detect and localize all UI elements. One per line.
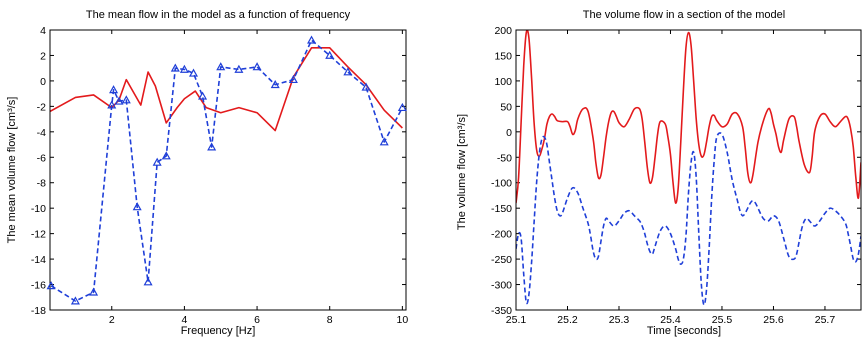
y-tick-label: 0 (506, 127, 512, 139)
data-point-marker (216, 62, 226, 71)
data-point-marker (179, 64, 189, 73)
y-tick-label: 0 (40, 76, 46, 88)
data-point-marker (270, 79, 280, 89)
data-point-marker (121, 95, 131, 104)
x-tick-label: 25.5 (712, 314, 733, 326)
data-point-marker (70, 296, 80, 305)
y-tick-label: -200 (491, 229, 512, 241)
series-line-1 (516, 132, 861, 306)
data-point-marker (114, 96, 124, 105)
y-tick-label: -350 (491, 305, 512, 317)
data-point-marker (170, 63, 180, 72)
series-line-0 (50, 47, 403, 132)
data-point-marker (198, 91, 208, 100)
y-tick-label: -100 (491, 178, 512, 190)
y-tick-label: -250 (491, 254, 512, 266)
y-tick-label: -150 (491, 203, 512, 215)
data-point-marker (107, 100, 117, 109)
y-tick-label: -12 (31, 229, 46, 241)
axes-frame (515, 29, 862, 311)
x-tick-label: 25.4 (660, 314, 681, 326)
plot-area (516, 30, 861, 306)
y-tick-label: -14 (31, 254, 46, 266)
data-point-marker (397, 102, 407, 112)
x-tick-label: 10 (397, 314, 409, 326)
x-tick-label: 25.2 (557, 314, 578, 326)
y-tick-label: -4 (37, 127, 46, 139)
series-line-1 (50, 39, 404, 302)
data-point-marker (343, 67, 353, 76)
y-tick-label: -2 (37, 101, 46, 113)
y-tick-label: 50 (500, 101, 512, 113)
y-tick-label: -18 (31, 305, 46, 317)
y-tick-label: -300 (491, 280, 512, 292)
x-tick-label: 4 (181, 314, 187, 326)
y-tick-label: 2 (40, 50, 46, 62)
chart-mean-flow-vs-frequency: The mean flow in the model as a function… (6, 9, 408, 337)
y-tick-label: -16 (31, 280, 46, 292)
data-point-marker (161, 151, 171, 160)
y-axis-label: The mean volume flow [cm³/s] (6, 97, 18, 244)
chart-volume-flow-section: The volume flow in a section of the mode… (456, 9, 862, 337)
data-point-marker (89, 287, 99, 296)
data-point-marker (207, 142, 217, 151)
x-axis-label: Time [seconds] (647, 325, 721, 337)
x-tick-label: 25.1 (506, 314, 527, 326)
data-point-marker (132, 202, 142, 211)
x-tick-label: 25.6 (763, 314, 784, 326)
y-tick-label: -10 (31, 203, 46, 215)
x-tick-label: 2 (109, 314, 115, 326)
y-tick-label: -6 (37, 152, 46, 164)
data-point-marker (288, 74, 298, 84)
chart-title: The mean flow in the model as a function… (86, 9, 351, 21)
axes-frame (49, 29, 407, 311)
data-point-marker (361, 82, 371, 91)
data-point-marker (307, 35, 317, 44)
y-tick-label: 4 (40, 25, 46, 37)
data-point-marker (143, 277, 153, 286)
y-tick-label: -50 (497, 152, 512, 164)
x-tick-label: 25.3 (609, 314, 630, 326)
data-point-marker (46, 281, 56, 290)
y-axis-label: The volume flow [cm³/s] (456, 114, 468, 230)
data-point-marker (234, 64, 244, 73)
data-point-marker (379, 137, 389, 146)
data-point-marker (188, 68, 199, 77)
x-tick-label: 25.7 (815, 314, 836, 326)
tick-labels: 25.1 25.2 25.3 25.4 25.5 25.6 25.7 -350 -300 -250… (491, 25, 861, 326)
y-tick-label: 200 (494, 25, 512, 37)
data-point-marker (252, 62, 262, 71)
y-tick-label: 100 (494, 76, 512, 88)
x-axis-label: Frequency [Hz] (181, 325, 256, 337)
y-tick-label: -8 (37, 178, 46, 190)
chart-title: The volume flow in a section of the mode… (583, 9, 785, 21)
x-tick-label: 8 (327, 314, 333, 326)
x-tick-label: 6 (254, 314, 260, 326)
data-point-marker (325, 50, 335, 59)
y-tick-label: 150 (494, 50, 512, 62)
data-point-marker (152, 157, 162, 166)
data-point-marker (109, 85, 119, 94)
series-line-0 (516, 30, 861, 204)
plot-area (50, 39, 404, 302)
